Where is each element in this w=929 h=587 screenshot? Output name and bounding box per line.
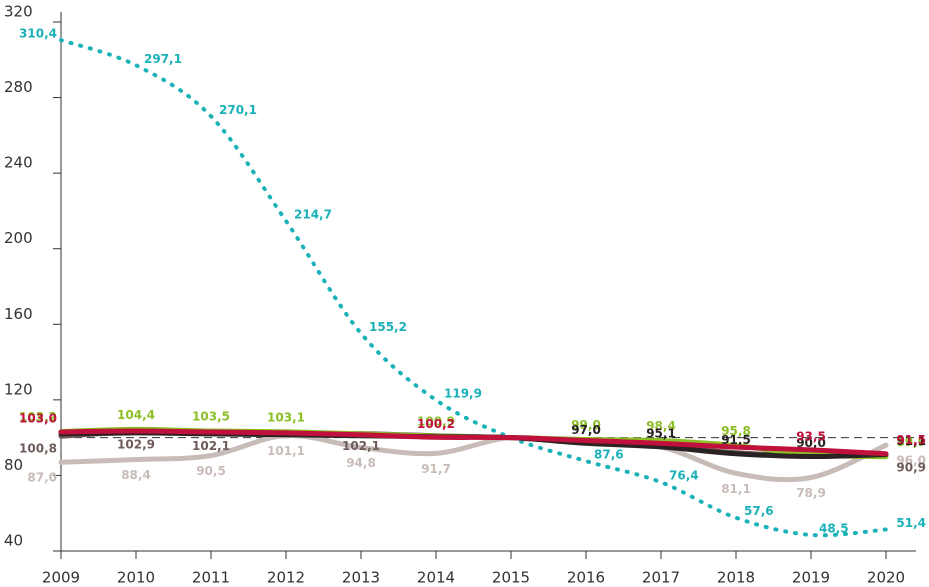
value-label: 90,9 bbox=[896, 460, 926, 474]
value-label: 93,5 bbox=[796, 429, 826, 443]
value-label: 297,1 bbox=[144, 52, 182, 66]
y-tick-label: 200 bbox=[4, 229, 33, 247]
x-tick-label: 2014 bbox=[417, 569, 455, 587]
y-tick-label: 40 bbox=[4, 532, 23, 550]
value-label: 102,1 bbox=[192, 439, 230, 453]
value-label: 98,4 bbox=[646, 419, 676, 433]
value-label: 97,0 bbox=[571, 423, 601, 437]
value-label: 91,5 bbox=[896, 433, 926, 447]
value-label: 214,7 bbox=[294, 207, 332, 221]
x-tick-label: 2020 bbox=[867, 569, 905, 587]
value-label: 95,1 bbox=[646, 426, 676, 440]
value-label: 95,8 bbox=[721, 424, 751, 438]
value-label: 89,9 bbox=[896, 435, 926, 449]
value-label: 103,5 bbox=[192, 410, 230, 424]
value-label: 100,9 bbox=[417, 414, 455, 428]
x-tick-label: 2016 bbox=[567, 569, 605, 587]
y-tick-label: 160 bbox=[4, 305, 33, 323]
value-label: 100,8 bbox=[19, 442, 57, 456]
x-tick-label: 2010 bbox=[117, 569, 155, 587]
value-label: 104,4 bbox=[117, 408, 155, 422]
value-label: 91,1 bbox=[896, 434, 926, 448]
x-tick-label: 2012 bbox=[267, 569, 305, 587]
value-label: 91,7 bbox=[421, 462, 451, 476]
value-label: 102,9 bbox=[117, 438, 155, 452]
series-line bbox=[58, 428, 889, 457]
value-label: 94,8 bbox=[346, 456, 376, 470]
series-line bbox=[58, 433, 889, 483]
y-tick-label: 320 bbox=[4, 3, 33, 21]
value-label: 88,4 bbox=[121, 468, 151, 482]
value-label: 270,1 bbox=[219, 103, 257, 117]
x-tick-label: 2011 bbox=[192, 569, 230, 587]
y-tick-label: 120 bbox=[4, 380, 33, 398]
value-label: 103,2 bbox=[19, 410, 57, 424]
value-label: 310,4 bbox=[19, 27, 57, 41]
value-label: 119,9 bbox=[444, 387, 482, 401]
x-tick-label: 2019 bbox=[792, 569, 830, 587]
value-label: 90,0 bbox=[796, 436, 826, 450]
value-label: 87,0 bbox=[27, 471, 57, 485]
y-tick-label: 240 bbox=[4, 154, 33, 172]
value-label: 103,1 bbox=[267, 410, 305, 424]
value-label: 78,9 bbox=[796, 486, 826, 500]
value-label: 76,4 bbox=[669, 469, 699, 483]
value-label: 99,0 bbox=[571, 418, 601, 432]
value-label: 96,0 bbox=[896, 454, 926, 468]
value-label: 48,5 bbox=[819, 521, 849, 535]
y-tick-label: 80 bbox=[4, 456, 23, 474]
y-tick-label: 280 bbox=[4, 78, 33, 96]
x-tick-label: 2013 bbox=[342, 569, 380, 587]
value-label: 103,0 bbox=[19, 411, 57, 425]
x-tick-label: 2017 bbox=[642, 569, 680, 587]
value-label: 102,1 bbox=[342, 439, 380, 453]
value-label: 100,2 bbox=[417, 417, 455, 431]
value-label: 90,5 bbox=[196, 464, 226, 478]
x-tick-label: 2018 bbox=[717, 569, 755, 587]
value-label: 155,2 bbox=[369, 320, 407, 334]
value-label: 91,5 bbox=[721, 433, 751, 447]
value-label: 57,6 bbox=[744, 504, 774, 518]
value-label: 81,1 bbox=[721, 482, 751, 496]
x-tick-label: 2015 bbox=[492, 569, 530, 587]
series-line bbox=[59, 38, 888, 538]
value-label: 87,6 bbox=[594, 448, 624, 462]
value-label: 101,1 bbox=[267, 444, 305, 458]
x-tick-label: 2009 bbox=[42, 569, 80, 587]
value-label: 51,4 bbox=[896, 516, 926, 530]
